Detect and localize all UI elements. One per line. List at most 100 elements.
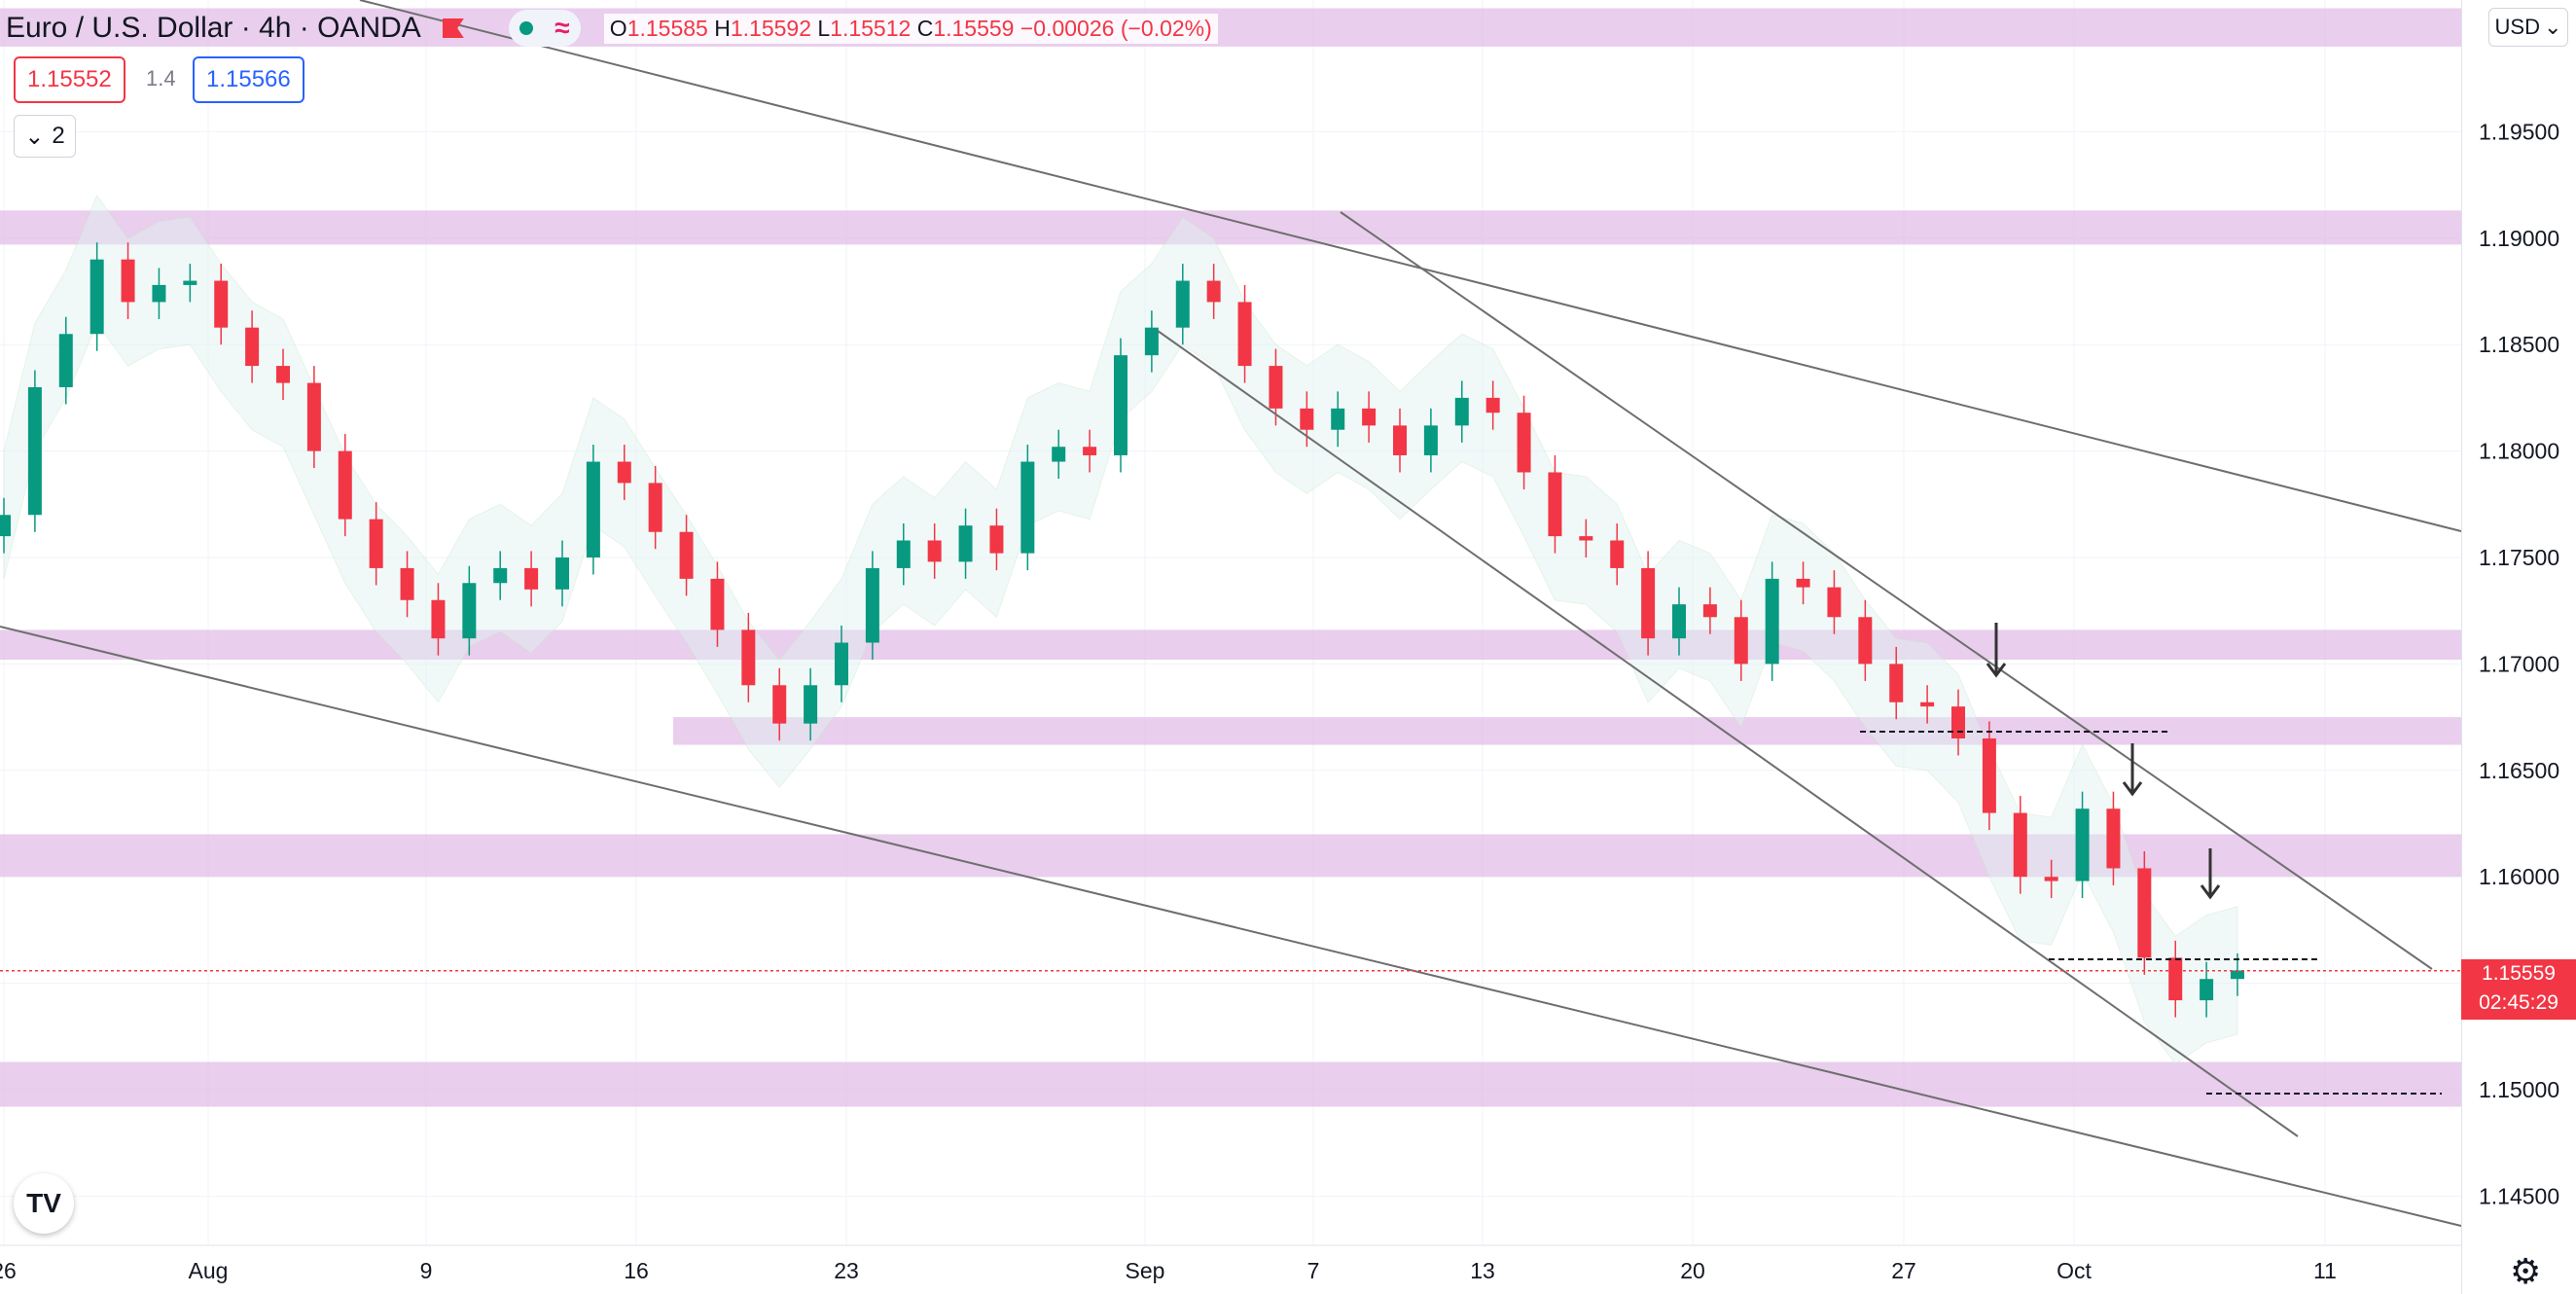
status-dot-icon <box>519 21 533 35</box>
candle-body <box>2168 957 2183 1001</box>
candle-body <box>2044 877 2058 881</box>
spread-value: 1.4 <box>146 66 176 90</box>
candle-body <box>1423 425 1438 455</box>
candle-body <box>1702 604 1717 618</box>
candle-body <box>1610 540 1625 568</box>
candle-body <box>1672 604 1686 639</box>
y-tick-label: 1.19500 <box>2479 119 2559 144</box>
chevron-down-icon: ⌄ <box>2544 15 2562 39</box>
candle-body <box>1517 413 1531 473</box>
sr-zone <box>0 210 2461 245</box>
candle-body <box>586 461 600 557</box>
y-tick-label: 1.17500 <box>2479 545 2559 570</box>
candle-body <box>679 531 694 579</box>
candle-body <box>1951 706 1965 738</box>
flag-icon[interactable] <box>442 18 464 38</box>
sr-zone <box>0 8 2461 47</box>
candle-body <box>27 386 42 516</box>
sr-zone <box>673 717 2461 745</box>
x-tick-label: 7 <box>1307 1258 1320 1283</box>
candle-body <box>2231 970 2244 980</box>
candle-body <box>1206 280 1221 303</box>
x-tick-label: 26 <box>0 1258 17 1283</box>
gear-icon[interactable]: ⚙ <box>2510 1251 2542 1291</box>
candle-body <box>1020 461 1035 554</box>
y-tick-label: 1.16000 <box>2479 864 2559 889</box>
candle-body <box>2013 812 2027 878</box>
candle-body <box>1889 664 1904 702</box>
candle-body <box>338 450 352 520</box>
trend-line <box>359 0 2462 532</box>
indicator-count: 2 <box>52 123 65 149</box>
candle-body <box>896 540 911 568</box>
candle-body <box>2137 868 2152 958</box>
candle-body <box>1454 397 1469 426</box>
candle-body <box>1083 447 1097 455</box>
candle-body <box>1269 366 1283 409</box>
candle-body <box>1237 302 1252 367</box>
trend-line <box>1340 211 2433 970</box>
chart-header: Euro / U.S. Dollar · 4h · OANDA ≈ O1.155… <box>0 0 1218 56</box>
candle-body <box>183 280 197 285</box>
candle-body <box>1485 397 1500 413</box>
price-tag: 1.15559 02:45:29 <box>2461 959 2576 1020</box>
indicator-toggle[interactable]: ≈ <box>508 10 581 47</box>
price-tag-price: 1.15559 <box>2482 962 2556 985</box>
candle-body <box>276 366 290 383</box>
candle-body <box>1114 355 1127 455</box>
candle-body <box>1827 587 1842 618</box>
trend-line <box>0 626 2462 1227</box>
candle-body <box>835 642 848 686</box>
candle-body <box>1579 536 1593 541</box>
tradingview-logo-icon[interactable]: TV <box>14 1173 74 1234</box>
candle-body <box>958 525 973 562</box>
candle-body <box>804 685 818 724</box>
currency-select[interactable]: USD ⌄ <box>2488 8 2568 47</box>
sr-zone <box>0 1061 2461 1107</box>
candle-body <box>1362 408 1377 426</box>
x-tick-label: Aug <box>189 1258 229 1283</box>
candle-body <box>245 327 260 367</box>
candle-body <box>1920 701 1935 707</box>
candle-body <box>555 557 569 590</box>
candle-body <box>58 334 73 387</box>
candle-body <box>1548 472 1562 537</box>
candle-body <box>524 567 539 590</box>
candle-body <box>989 525 1004 554</box>
candle-body <box>0 515 11 537</box>
x-tick-label: Oct <box>2057 1258 2092 1283</box>
buy-button[interactable]: 1.15566 <box>193 56 304 103</box>
indicators-toggle[interactable]: ⌄ 2 <box>14 115 76 158</box>
sell-button[interactable]: 1.15552 <box>14 56 125 103</box>
candle-body <box>1796 578 1810 588</box>
candle-body <box>400 567 414 600</box>
candle-body <box>927 540 942 562</box>
y-tick-label: 1.16500 <box>2479 758 2559 783</box>
candle-body <box>2106 809 2121 869</box>
candle-body <box>1300 408 1314 430</box>
trend-line <box>1157 330 2299 1137</box>
candle-body <box>1393 425 1407 455</box>
price-tag-countdown: 02:45:29 <box>2479 991 2558 1014</box>
candle-body <box>462 583 477 639</box>
down-arrow-icon <box>2122 781 2143 797</box>
candle-body <box>152 284 166 303</box>
candle-body <box>1175 280 1190 328</box>
candle-body <box>369 519 383 568</box>
candle-body <box>617 461 631 484</box>
y-tick-label: 1.18500 <box>2479 332 2559 357</box>
candle-body <box>121 259 135 303</box>
y-tick-label: 1.17000 <box>2479 651 2559 676</box>
x-tick-label: 11 <box>2313 1258 2337 1283</box>
down-arrow-icon <box>2200 884 2221 900</box>
sr-zone <box>0 629 2461 661</box>
candle-body <box>214 280 229 328</box>
candle-body <box>431 599 446 639</box>
symbol-title[interactable]: Euro / U.S. Dollar · 4h · OANDA <box>6 12 421 44</box>
y-tick-label: 1.18000 <box>2479 439 2559 464</box>
y-tick-label: 1.15000 <box>2479 1077 2559 1102</box>
x-tick-label: 20 <box>1680 1258 1705 1283</box>
ohlc-values: O1.15585 H1.15592 L1.15512 C1.15559 −0.0… <box>603 13 1218 44</box>
candle-body <box>1982 737 1996 813</box>
